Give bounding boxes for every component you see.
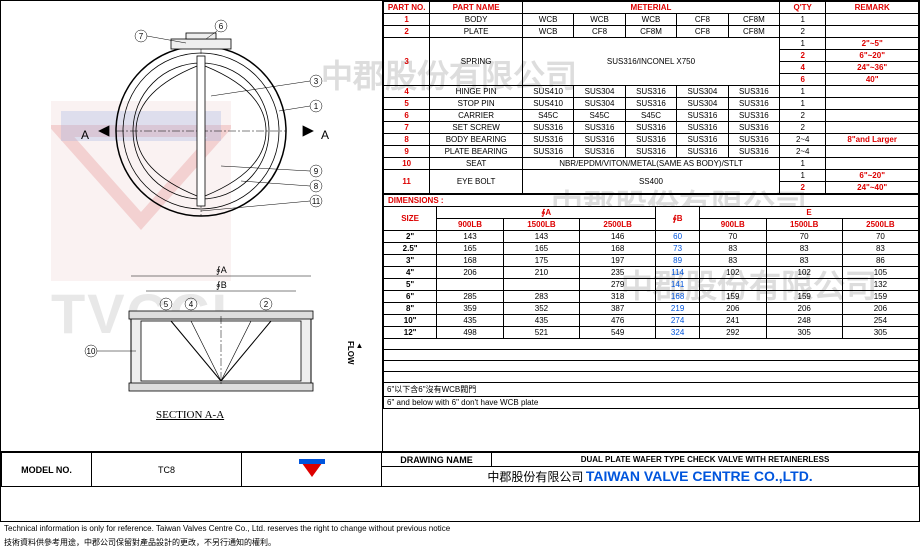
seat-rem [826, 158, 919, 170]
model-label: MODEL NO. [2, 453, 92, 487]
model-no: TC8 [92, 453, 242, 487]
footer-en: Technical information is only for refere… [0, 522, 920, 535]
dim-title: DIMENSIONS : [384, 195, 919, 207]
note-zh: 6"以下含6"沒有WCB閥門 [384, 383, 919, 397]
svg-text:10: 10 [87, 347, 96, 356]
footer-zh: 技術資料供參考用途，中郡公司保留對產品設計的更改，不另行通知的權利。 [0, 535, 920, 550]
col-material: METERIAL [522, 2, 779, 14]
col-partno: PART NO. [384, 2, 430, 14]
title-block: MODEL NO. TC8 DRAWING NAME DUAL PLATE WA… [1, 451, 919, 487]
seat-qty: 1 [780, 158, 826, 170]
seat-name: SEAT [430, 158, 523, 170]
col-partname: PART NAME [430, 2, 523, 14]
company-en: TAIWAN VALVE CENTRE CO.,LTD. [586, 468, 813, 484]
tables-area: PART NO. PART NAME METERIAL Q'TY REMARK … [383, 1, 919, 409]
svg-text:∮B: ∮B [216, 280, 227, 290]
svg-text:5: 5 [164, 300, 169, 309]
col-phiA: ∮A [437, 207, 656, 219]
seat-mat: NBR/EPDM/VITON/METAL(SAME AS BODY)/STLT [522, 158, 779, 170]
parts-table: PART NO. PART NAME METERIAL Q'TY REMARK … [383, 1, 919, 194]
company-cell: 中郡股份有限公司 TAIWAN VALVE CENTRE CO.,LTD. [382, 467, 919, 487]
dimensions-table: DIMENSIONS : SIZE ∮A ∮B E 900LB1500LB250… [383, 194, 919, 409]
drawing-name-label: DRAWING NAME [382, 453, 492, 467]
svg-text:∮A: ∮A [216, 265, 227, 275]
svg-text:2: 2 [264, 300, 269, 309]
seat-no: 10 [384, 158, 430, 170]
svg-text:A: A [321, 128, 329, 142]
svg-text:8: 8 [314, 182, 319, 191]
logo-cell [242, 453, 382, 487]
technical-drawing: 7 6 3 1 9 8 11 A A [21, 11, 371, 411]
svg-text:4: 4 [189, 300, 194, 309]
svg-text:A: A [81, 128, 89, 142]
col-remark: REMARK [826, 2, 919, 14]
svg-text:3: 3 [314, 77, 319, 86]
company-zh: 中郡股份有限公司 [487, 470, 583, 484]
col-phiB: ∮B [656, 207, 700, 231]
col-qty: Q'TY [780, 2, 826, 14]
note-en: 6" and below with 6" don't have WCB plat… [384, 397, 919, 409]
col-size: SIZE [384, 207, 437, 231]
svg-text:7: 7 [139, 32, 144, 41]
col-E: E [699, 207, 918, 219]
svg-text:11: 11 [312, 197, 321, 206]
svg-text:6: 6 [219, 22, 224, 31]
svg-text:9: 9 [314, 167, 319, 176]
drawing-name: DUAL PLATE WAFER TYPE CHECK VALVE WITH R… [492, 453, 919, 467]
svg-text:1: 1 [314, 102, 319, 111]
drawing-area: 7 6 3 1 9 8 11 A A [1, 1, 383, 451]
